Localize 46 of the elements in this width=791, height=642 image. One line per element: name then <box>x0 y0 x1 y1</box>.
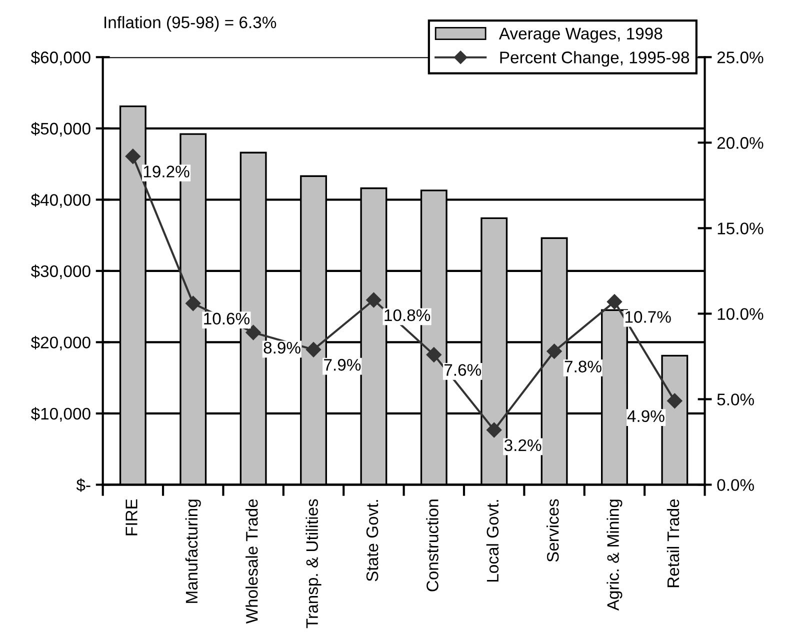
x-tick-label: Agric. & Mining <box>606 500 622 611</box>
x-tick-label: Wholesale Trade <box>246 499 258 624</box>
data-label: 7.9% <box>324 358 361 371</box>
y-tick-label: $30,000 <box>30 264 90 280</box>
y-tick-label: $20,000 <box>30 336 90 350</box>
y2-tick-label: 5.0% <box>717 394 754 406</box>
x-tick-label: Construction <box>426 500 438 592</box>
x-tick-label: Transp. & Utilities <box>306 499 322 628</box>
point <box>125 148 140 164</box>
data-label: 3.2% <box>504 439 542 452</box>
y2-tick-label: 10.0% <box>718 308 764 320</box>
y2-tick-label: 15.0% <box>718 222 764 234</box>
y-tick-label: $40,000 <box>30 193 90 208</box>
x-tick-label: Manufacturing <box>185 500 201 603</box>
text: Inflation (95-98) = 6.3% <box>104 16 276 32</box>
point <box>606 294 622 310</box>
data-label: 8.9% <box>264 342 300 354</box>
x-tick-label: State Govt. <box>366 500 378 582</box>
y-tick-label: $60,000 <box>30 50 90 66</box>
y-tick-label: $50,000 <box>30 122 90 137</box>
point <box>486 422 502 438</box>
data-label: 4.9% <box>627 410 664 422</box>
data-label: 10.6% <box>204 312 250 325</box>
x-tick-label: Services <box>546 499 559 562</box>
y-tick-label: $- <box>76 478 90 492</box>
x-tick-label: Local Govt. <box>486 500 499 582</box>
data-label: 10.8% <box>384 309 430 322</box>
point <box>366 292 382 308</box>
y2-tick-label: 20.0% <box>717 137 764 149</box>
y-tick-label: $10,000 <box>30 407 90 422</box>
y2-tick-label: 0.0% <box>717 479 754 491</box>
data-label: 10.7% <box>625 311 671 323</box>
point <box>186 296 201 311</box>
point <box>546 344 562 359</box>
point <box>246 324 261 340</box>
x-tick-label: Retail Trade <box>666 499 680 588</box>
legend-label: Average Wages, 1998 <box>498 28 662 43</box>
point <box>306 342 322 358</box>
data-label: 19.2% <box>144 166 190 178</box>
data-label: 7.6% <box>444 364 482 376</box>
legend-label: Percent Change, 1995-98 <box>500 51 690 67</box>
point <box>667 393 682 408</box>
y2-tick-label: 25.0% <box>717 52 764 64</box>
point <box>426 347 442 362</box>
x-tick-label: FIRE <box>126 499 138 536</box>
data-label: 7.8% <box>564 360 602 372</box>
